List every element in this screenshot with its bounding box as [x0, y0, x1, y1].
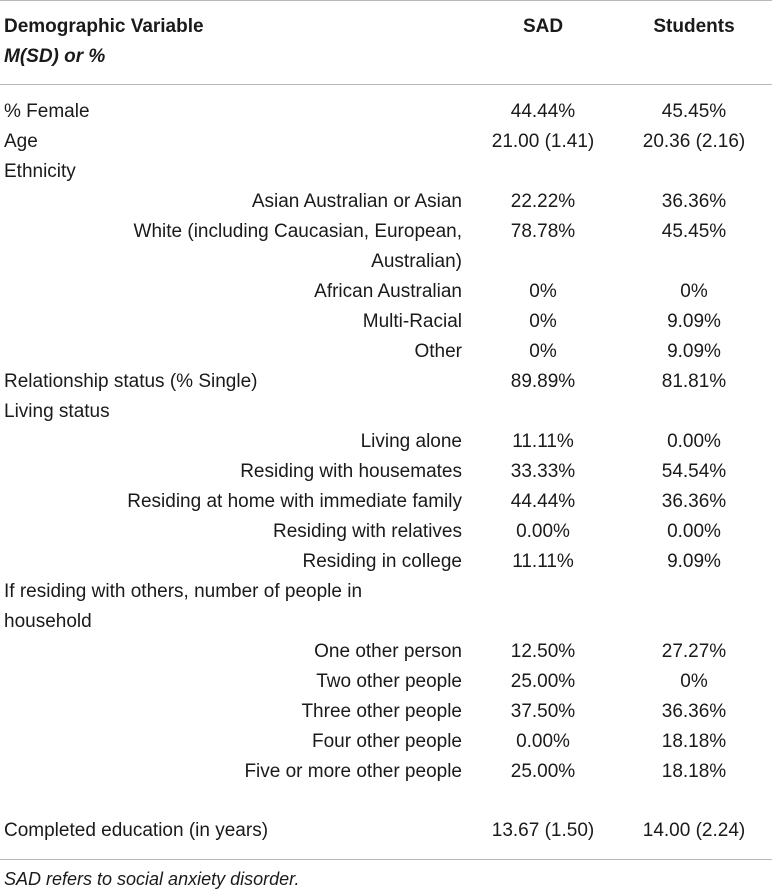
table-footnote: SAD refers to social anxiety disorder. — [4, 869, 300, 889]
row-students-value: 81.81% — [661, 371, 727, 392]
table-row: Other 0% 9.09% — [0, 337, 772, 367]
table-row: One other person 12.50% 27.27% — [0, 637, 772, 667]
table-row: Living status — [0, 397, 772, 427]
header-row-2: M(SD) or % — [0, 42, 772, 72]
row-students-value: 45.45% — [661, 101, 727, 122]
row-label: Ethnicity — [4, 161, 76, 182]
row-label: Residing in college — [302, 551, 463, 572]
header-sad: SAD — [522, 16, 564, 37]
row-students-value: 14.00 (2.24) — [642, 820, 746, 841]
row-sad-value: 0.00% — [516, 731, 570, 752]
row-label: Three other people — [301, 701, 462, 722]
row-students-value: 0.00% — [667, 521, 721, 542]
row-sad-value: 0.00% — [516, 521, 570, 542]
table-row: Residing with housemates 33.33% 54.54% — [0, 457, 772, 487]
row-sad-value: 0% — [529, 341, 557, 362]
table-row: Asian Australian or Asian 22.22% 36.36% — [0, 187, 772, 217]
row-label: Residing at home with immediate family — [127, 491, 462, 512]
row-students-value: 36.36% — [661, 191, 727, 212]
row-label: African Australian — [314, 281, 462, 302]
table-row: Four other people 0.00% 18.18% — [0, 727, 772, 757]
table-top-rule — [0, 0, 772, 1]
row-students-value: 54.54% — [661, 461, 727, 482]
row-label: Four other people — [312, 731, 462, 752]
row-students-value: 18.18% — [661, 761, 727, 782]
table-row: Living alone 11.11% 0.00% — [0, 427, 772, 457]
table-row: Relationship status (% Single) 89.89% 81.8… — [0, 367, 772, 397]
row-sad-value: 13.67 (1.50) — [491, 820, 595, 841]
table-row: If residing with others, number of peopl… — [0, 577, 772, 607]
table-row: % Female 44.44% 45.45% — [0, 97, 772, 127]
row-sad-value: 89.89% — [510, 371, 576, 392]
row-sad-value: 0% — [529, 311, 557, 332]
row-label: Completed education (in years) — [4, 820, 269, 841]
row-label: household — [4, 611, 92, 632]
table-row: Australian) — [0, 247, 772, 277]
row-students-value: 36.36% — [661, 491, 727, 512]
table-row: Two other people 25.00% 0% — [0, 667, 772, 697]
row-label: Residing with housemates — [240, 461, 462, 482]
row-sad-value: 44.44% — [510, 101, 576, 122]
row-sad-value: 25.00% — [510, 761, 576, 782]
table-row: Residing at home with immediate family 44… — [0, 487, 772, 517]
row-label: Living alone — [360, 431, 462, 452]
row-students-value: 9.09% — [667, 311, 721, 332]
row-sad-value: 11.11% — [512, 431, 574, 452]
row-students-value: 27.27% — [661, 641, 727, 662]
table-bottom-rule — [0, 859, 772, 860]
table-row: Residing with relatives 0.00% 0.00% — [0, 517, 772, 547]
row-students-value: 20.36 (2.16) — [642, 131, 746, 152]
row-students-value: 9.09% — [667, 551, 721, 572]
row-label: If residing with others, number of peopl… — [4, 581, 363, 602]
row-students-value: 18.18% — [661, 731, 727, 752]
row-students-value: 0% — [680, 671, 708, 692]
row-label: Age — [4, 131, 38, 152]
table-row-final: Completed education (in years) 13.67 (1.… — [0, 816, 772, 846]
table-row: Ethnicity — [0, 157, 772, 187]
header-variable-label: Demographic Variable — [4, 16, 204, 37]
row-label: One other person — [314, 641, 462, 662]
row-sad-value: 37.50% — [510, 701, 576, 722]
table-row: Age 21.00 (1.41) 20.36 (2.16) — [0, 127, 772, 157]
row-sad-value: 78.78% — [510, 221, 576, 242]
table-row: White (including Caucasian, European, 78.… — [0, 217, 772, 247]
row-label: Five or more other people — [244, 761, 462, 782]
table-row: Residing in college 11.11% 9.09% — [0, 547, 772, 577]
header-row-1: Demographic Variable SAD Students — [0, 12, 772, 42]
row-sad-value: 33.33% — [510, 461, 576, 482]
row-label: Residing with relatives — [272, 521, 462, 542]
table-row: Multi-Racial 0% 9.09% — [0, 307, 772, 337]
row-sad-value: 44.44% — [510, 491, 576, 512]
table-row: household — [0, 607, 772, 637]
row-label: Multi-Racial — [362, 311, 462, 332]
row-label: Asian Australian or Asian — [251, 191, 462, 212]
header-variable-sub: M(SD) or % — [4, 46, 106, 67]
row-label: Two other people — [316, 671, 462, 692]
row-label: Relationship status (% Single) — [4, 371, 258, 392]
header-bottom-rule — [0, 84, 772, 85]
row-sad-value: 11.11% — [512, 551, 574, 572]
row-students-value: 9.09% — [667, 341, 721, 362]
row-students-value: 45.45% — [661, 221, 727, 242]
row-sad-value: 21.00 (1.41) — [491, 131, 595, 152]
row-sad-value: 0% — [529, 281, 557, 302]
row-label: Other — [414, 341, 462, 362]
row-sad-value: 12.50% — [510, 641, 576, 662]
row-label: Living status — [4, 401, 110, 422]
table-row: African Australian 0% 0% — [0, 277, 772, 307]
table-row: Three other people 37.50% 36.36% — [0, 697, 772, 727]
row-label: Australian) — [371, 251, 462, 272]
header-students: Students — [653, 16, 735, 37]
row-students-value: 36.36% — [661, 701, 727, 722]
row-label: White (including Caucasian, European, — [133, 221, 462, 242]
row-sad-value: 25.00% — [510, 671, 576, 692]
row-sad-value: 22.22% — [510, 191, 576, 212]
row-students-value: 0.00% — [667, 431, 721, 452]
row-students-value: 0% — [680, 281, 708, 302]
table-row: Five or more other people 25.00% 18.18% — [0, 757, 772, 787]
row-label: % Female — [4, 101, 90, 122]
